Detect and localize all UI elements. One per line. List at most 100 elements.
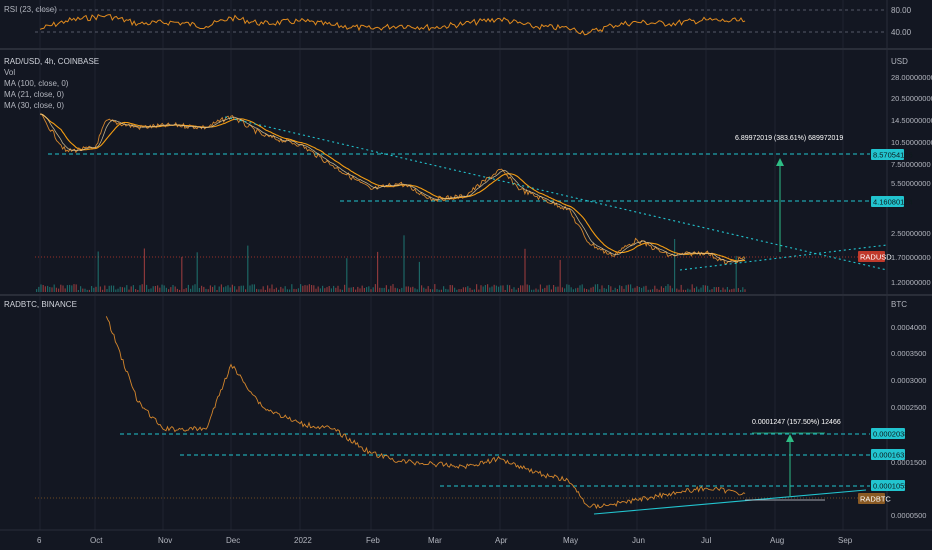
- volume-bar: [240, 285, 242, 292]
- volume-bar: [161, 284, 163, 292]
- volume-bar: [91, 286, 93, 292]
- volume-bar: [137, 290, 139, 292]
- time-axis[interactable]: 6 Oct Nov Dec 2022 Feb Mar Apr May Jun J…: [37, 536, 853, 545]
- volume-bar: [163, 285, 165, 292]
- volume-bar: [97, 251, 99, 292]
- volume-bar: [209, 285, 211, 292]
- volume-bar: [482, 286, 484, 292]
- time-label-nov: Nov: [158, 536, 172, 545]
- volume-bar: [324, 288, 326, 292]
- vertical-gridlines: [39, 0, 844, 530]
- time-label-oct: Oct: [90, 536, 103, 545]
- radbtc-symbol-tag[interactable]: [858, 493, 885, 504]
- volume-bar: [471, 289, 473, 292]
- volume-bar: [610, 286, 612, 292]
- radusd-title[interactable]: RAD/USD, 4h, COINBASE: [4, 57, 99, 66]
- rsi-axis-label-80: 80.00: [891, 6, 912, 15]
- radbtc-level-tag-lower: [871, 480, 905, 491]
- radbtc-ascending-trendline[interactable]: [593, 489, 867, 515]
- radusd-pane[interactable]: RAD/USD, 4h, COINBASE Vol MA (100, close…: [4, 57, 932, 292]
- volume-bar: [110, 285, 112, 292]
- volume-bar: [557, 286, 559, 292]
- volume-bar: [119, 286, 121, 292]
- volume-bar: [436, 289, 438, 292]
- time-label-mar: Mar: [428, 536, 442, 545]
- volume-bar: [722, 287, 724, 292]
- volume-bar: [423, 287, 425, 292]
- volume-bar: [53, 284, 55, 292]
- radbtc-title[interactable]: RADBTC, BINANCE: [4, 300, 77, 309]
- volume-bar: [504, 290, 506, 292]
- volume-bar: [465, 287, 467, 292]
- volume-bar: [731, 289, 733, 292]
- legend-ma-100[interactable]: MA (100, close, 0): [4, 79, 69, 88]
- volume-bar: [104, 285, 106, 292]
- legend-vol[interactable]: Vol: [4, 68, 15, 77]
- volume-bar: [141, 284, 143, 292]
- radbtc-axis-label-00015: 0.0001500: [891, 458, 926, 467]
- legend-ma-30[interactable]: MA (30, close, 0): [4, 101, 64, 110]
- volume-bar: [632, 288, 634, 292]
- time-label-apr: Apr: [495, 536, 508, 545]
- radusd-measure-label[interactable]: 6.89972019 (383.61%) 689972019: [735, 135, 843, 142]
- volume-bar: [385, 285, 387, 292]
- volume-bar: [621, 286, 623, 292]
- volume-bar: [493, 284, 495, 292]
- volume-bar: [568, 284, 570, 292]
- volume-bar: [669, 285, 671, 292]
- volume-bar: [467, 286, 469, 292]
- volume-bar: [495, 285, 497, 292]
- volume-bar: [374, 284, 376, 292]
- volume-bar: [379, 287, 381, 292]
- radbtc-level-tag-lower-text: 0.0001055: [873, 482, 908, 491]
- volume-bar: [687, 288, 689, 292]
- radusd-descending-trendline[interactable]: [224, 116, 888, 271]
- volume-bar: [60, 284, 62, 292]
- volume-bar: [564, 288, 566, 292]
- volume-bar: [139, 285, 141, 292]
- volume-bar: [603, 288, 605, 292]
- volume-bar: [454, 287, 456, 292]
- ma-21-line[interactable]: [39, 113, 746, 263]
- volume-bar: [66, 285, 68, 292]
- volume-bar: [75, 284, 77, 292]
- volume-bar: [654, 285, 656, 292]
- volume-bar: [315, 288, 317, 292]
- volume-bar: [71, 285, 73, 292]
- radbtc-price-line[interactable]: [105, 316, 746, 510]
- volume-bar: [300, 284, 302, 292]
- volume-bar: [546, 285, 548, 292]
- radusd-level-tag-lower-text: 4.16080174: [873, 198, 913, 207]
- radbtc-pane[interactable]: RADBTC, BINANCE BTC 0.0004000 0.0003500 …: [4, 300, 926, 520]
- radusd-symbol-tag[interactable]: [858, 251, 885, 262]
- radbtc-measure-label[interactable]: 0.0001247 (157.50%) 12466: [752, 419, 841, 426]
- rsi-legend[interactable]: RSI (23, close): [4, 5, 57, 14]
- volume-bar: [282, 288, 284, 292]
- volume-bar: [313, 285, 315, 292]
- volume-bar: [326, 287, 328, 292]
- volume-bar: [273, 289, 275, 292]
- radusd-currency: USD: [891, 57, 908, 66]
- volume-bar: [473, 289, 475, 292]
- volume-bar: [113, 285, 115, 292]
- volume-bar: [227, 285, 229, 292]
- volume-bar: [663, 287, 665, 292]
- volume-bar: [88, 289, 90, 292]
- volume-bar: [500, 285, 502, 292]
- radusd-axis-label-2-5: 2.50000000: [891, 229, 931, 238]
- rsi-pane[interactable]: RSI (23, close) 80.00 40.00: [4, 5, 912, 37]
- volume-bar: [619, 285, 621, 292]
- volume-bar: [544, 287, 546, 292]
- rsi-series-line[interactable]: [39, 13, 746, 36]
- legend-ma-21[interactable]: MA (21, close, 0): [4, 90, 64, 99]
- volume-bar: [742, 287, 744, 292]
- volume-bar: [256, 288, 258, 292]
- volume-bar: [337, 285, 339, 292]
- volume-bar: [86, 289, 88, 292]
- volume-bar: [212, 286, 214, 292]
- volume-bar: [412, 286, 414, 292]
- volume-bar: [636, 286, 638, 292]
- volume-bar: [216, 290, 218, 292]
- volume-bar: [47, 285, 49, 292]
